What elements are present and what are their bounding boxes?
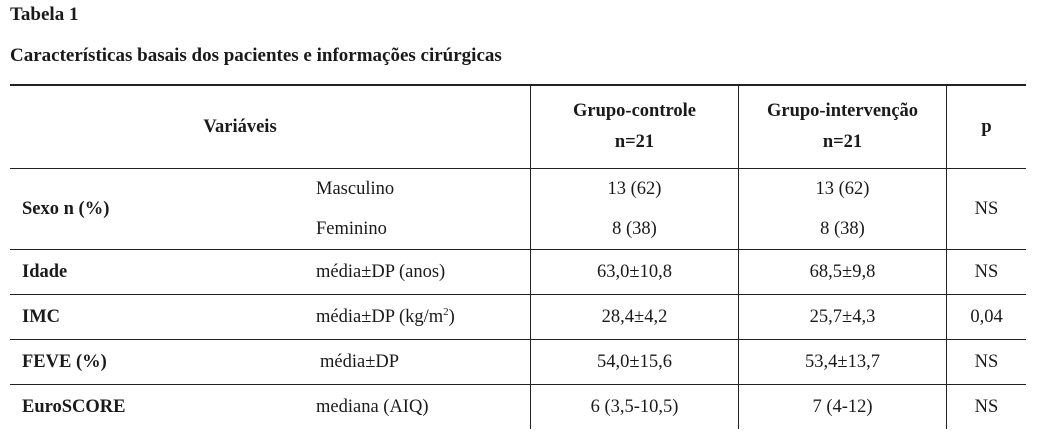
- table-row-imc: IMC média±DP (kg/m2) 28,4±4,2 25,7±4,3 0…: [10, 294, 1026, 340]
- header-intervention-name: Grupo-intervenção: [766, 101, 919, 121]
- cell-feve-p: NS: [946, 339, 1026, 385]
- cell-euroscore-control: 6 (3,5-10,5): [530, 384, 739, 429]
- table-subtitle: Características basais dos pacientes e i…: [10, 45, 502, 66]
- header-intervention-group: Grupo-intervenção n=21: [738, 84, 947, 169]
- row-label-idade: Idade: [10, 249, 316, 295]
- cell-masculino-intervention: 13 (62): [738, 168, 947, 209]
- table-row-feve: FEVE (%) média±DP 54,0±15,6 53,4±13,7 NS: [10, 339, 1026, 385]
- imc-measure-superscript: 2: [443, 305, 449, 318]
- cell-idade-control: 63,0±10,8: [530, 249, 739, 295]
- row-label-sexo: Sexo n (%): [10, 168, 316, 250]
- cell-imc-intervention: 25,7±4,3: [738, 294, 947, 340]
- table-row-idade: Idade média±DP (anos) 63,0±10,8 68,5±9,8…: [10, 249, 1026, 295]
- row-label-imc: IMC: [10, 294, 316, 340]
- cell-feve-measure: média±DP: [316, 339, 531, 385]
- header-intervention-n: n=21: [822, 132, 863, 152]
- table-row-sexo-feminino: Feminino 8 (38) 8 (38): [10, 209, 1026, 250]
- header-control-group: Grupo-controle n=21: [530, 84, 739, 169]
- cell-masculino-label: Masculino: [316, 178, 395, 199]
- cell-euroscore-measure: mediana (AIQ): [316, 396, 429, 417]
- table-title: Tabela 1: [10, 4, 79, 25]
- cell-feminino-label: Feminino: [316, 209, 531, 250]
- table-row-sexo-masculino: Sexo n (%) Masculino 13 (62) 13 (62) NS: [10, 168, 1026, 250]
- cell-masculino-control: 13 (62): [530, 168, 739, 209]
- cell-euroscore-p: NS: [946, 384, 1026, 429]
- imc-measure-suffix: ): [448, 307, 455, 328]
- row-label-feve: FEVE (%): [10, 339, 316, 385]
- cell-feve-control: 54,0±15,6: [530, 339, 739, 385]
- header-control-n: n=21: [614, 132, 655, 152]
- cell-sexo-p: NS: [946, 168, 1026, 250]
- header-control-name: Grupo-controle: [573, 101, 696, 121]
- cell-imc-p: 0,04: [946, 294, 1026, 340]
- header-variables: Variáveis: [10, 84, 531, 169]
- baseline-characteristics-table: Variáveis Grupo-controle n=21 Grupo-inte…: [10, 84, 1026, 429]
- cell-imc-measure: média±DP (kg/m2): [316, 294, 531, 340]
- cell-imc-control: 28,4±4,2: [530, 294, 739, 340]
- cell-feminino-control: 8 (38): [530, 209, 739, 250]
- table-header-row: Variáveis Grupo-controle n=21 Grupo-inte…: [10, 84, 1026, 169]
- table-row-euroscore: EuroSCORE mediana (AIQ) 6 (3,5-10,5) 7 (…: [10, 384, 1026, 429]
- cell-idade-intervention: 68,5±9,8: [738, 249, 947, 295]
- row-label-euroscore: EuroSCORE: [22, 396, 126, 417]
- imc-measure-prefix: média±DP (kg/m: [316, 307, 444, 328]
- cell-feminino-intervention: 8 (38): [738, 209, 947, 250]
- cell-idade-measure: média±DP (anos): [316, 249, 531, 295]
- header-p: p: [946, 84, 1026, 169]
- cell-idade-p: NS: [946, 249, 1026, 295]
- cell-euroscore-intervention: 7 (4-12): [738, 384, 947, 429]
- cell-feve-intervention: 53,4±13,7: [738, 339, 947, 385]
